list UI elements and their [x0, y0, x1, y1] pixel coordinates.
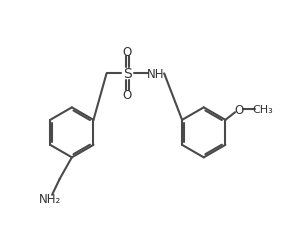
Text: O: O: [123, 46, 132, 59]
Text: O: O: [123, 89, 132, 102]
Text: NH₂: NH₂: [39, 193, 61, 206]
Text: S: S: [123, 67, 132, 81]
Text: CH₃: CH₃: [253, 105, 273, 115]
Text: O: O: [234, 103, 244, 116]
Text: NH: NH: [147, 67, 164, 80]
